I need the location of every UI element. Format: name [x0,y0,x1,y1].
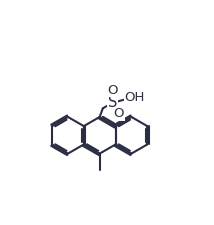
Text: S: S [108,95,117,110]
Text: O: O [107,83,117,97]
Text: O: O [113,108,124,120]
Text: OH: OH [125,91,145,104]
